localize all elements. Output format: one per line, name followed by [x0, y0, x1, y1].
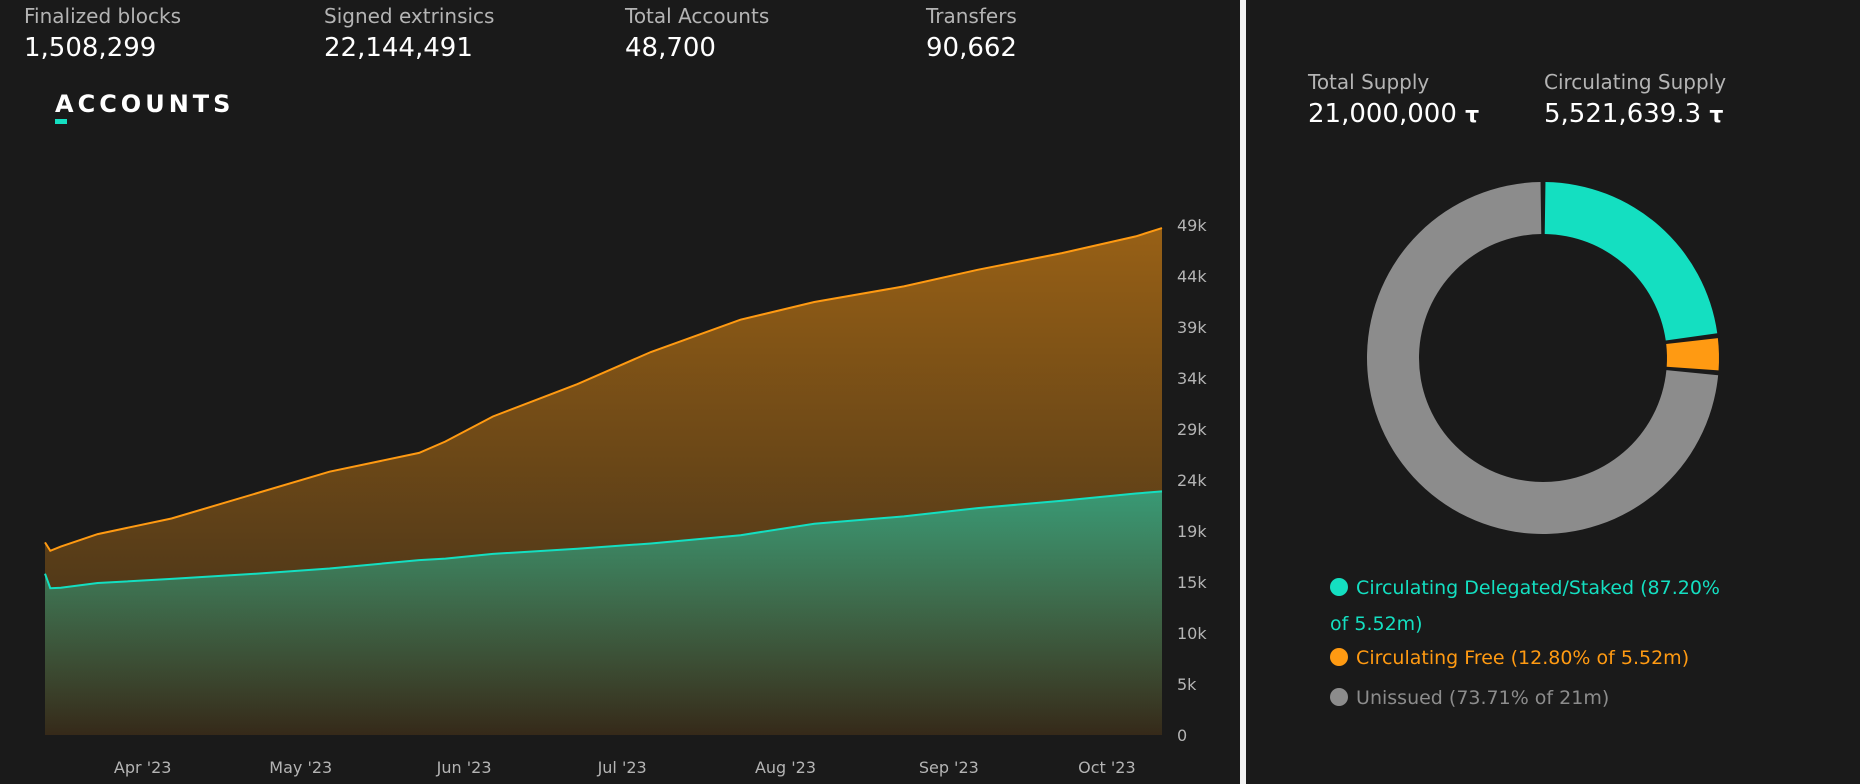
y-tick-label: 10k — [1177, 624, 1207, 643]
y-tick-label: 29k — [1177, 420, 1207, 439]
stat-finalized-blocks: Finalized blocks 1,508,299 — [24, 2, 181, 66]
accounts-panel: Finalized blocks 1,508,299 Signed extrin… — [0, 0, 1240, 784]
legend-label: Unissued (73.71% of 21m) — [1356, 687, 1610, 709]
y-tick-label: 19k — [1177, 522, 1207, 541]
legend-dot — [1330, 578, 1348, 596]
x-tick-label: Aug '23 — [755, 758, 816, 777]
stat-label: Total Accounts — [625, 4, 770, 28]
stat-label: Finalized blocks — [24, 4, 181, 28]
x-tick-label: May '23 — [269, 758, 332, 777]
legend-item-unissued[interactable]: Unissued (73.71% of 21m) — [1330, 680, 1790, 716]
total-supply-number: 21,000,000 — [1308, 99, 1457, 129]
total-supply-label: Total Supply — [1308, 70, 1430, 94]
stat-value: 1,508,299 — [24, 33, 157, 63]
stat-total-accounts: Total Accounts 48,700 — [625, 2, 769, 66]
stat-label: Signed extrinsics — [324, 4, 495, 28]
accounts-area-chart: 0 5k 10k 15k 19k 24k 29k 34k 39k 44k 49k Apr '23 Ma… — [44, 216, 1207, 777]
donut-slice-delegated[interactable] — [1544, 182, 1718, 341]
stat-label: Transfers — [926, 4, 1017, 28]
y-tick-label: 39k — [1177, 318, 1207, 337]
legend-dot — [1330, 648, 1348, 666]
y-tick-label: 15k — [1177, 573, 1207, 592]
x-tick-label: Jun '23 — [436, 758, 492, 777]
legend-item-delegated[interactable]: Circulating Delegated/Staked (87.20% of … — [1330, 570, 1790, 642]
teal-series-line — [44, 490, 1163, 590]
x-tick-label: Jul '23 — [597, 758, 647, 777]
circulating-supply-label: Circulating Supply — [1544, 70, 1727, 94]
y-tick-label: 5k — [1177, 675, 1197, 694]
total-supply: Total Supply 21,000,000 τ — [1308, 68, 1479, 134]
legend-item-free[interactable]: Circulating Free (12.80% of 5.52m) — [1330, 640, 1790, 676]
tau-symbol: τ — [1709, 103, 1724, 128]
orange-series-line — [44, 227, 1163, 553]
legend-dot — [1330, 688, 1348, 706]
tau-symbol: τ — [1465, 103, 1480, 128]
stat-value: 48,700 — [625, 33, 716, 63]
circulating-supply-value: 5,521,639.3 τ — [1544, 96, 1726, 134]
legend-label-cont: of 5.52m) — [1330, 613, 1423, 635]
donut-slice-free[interactable] — [1666, 338, 1719, 371]
title-underline — [55, 119, 67, 124]
accounts-title: ACCOUNTS — [55, 90, 235, 118]
circulating-supply-number: 5,521,639.3 — [1544, 99, 1702, 129]
stat-transfers: Transfers 90,662 — [926, 2, 1017, 66]
y-tick-label: 0 — [1177, 726, 1187, 745]
y-tick-label: 49k — [1177, 216, 1207, 235]
legend-label: Circulating Free (12.80% of 5.52m) — [1356, 647, 1690, 669]
x-tick-label: Apr '23 — [114, 758, 172, 777]
x-tick-label: Oct '23 — [1078, 758, 1136, 777]
teal-series-area — [45, 491, 1162, 735]
supply-donut-chart — [1366, 182, 1719, 535]
y-tick-label: 34k — [1177, 369, 1207, 388]
legend-label: Circulating Delegated/Staked (87.20% — [1356, 577, 1720, 599]
donut-slice-unissued[interactable] — [1366, 182, 1719, 535]
circulating-supply: Circulating Supply 5,521,639.3 τ — [1544, 68, 1726, 134]
stat-signed-extrinsics: Signed extrinsics 22,144,491 — [324, 2, 494, 66]
supply-panel: Total Supply 21,000,000 τ Circulating Su… — [1246, 0, 1860, 784]
total-supply-value: 21,000,000 τ — [1308, 96, 1479, 134]
x-tick-label: Sep '23 — [919, 758, 979, 777]
stat-value: 90,662 — [926, 33, 1017, 63]
y-tick-label: 24k — [1177, 471, 1207, 490]
y-tick-label: 44k — [1177, 267, 1207, 286]
stat-value: 22,144,491 — [324, 33, 473, 63]
